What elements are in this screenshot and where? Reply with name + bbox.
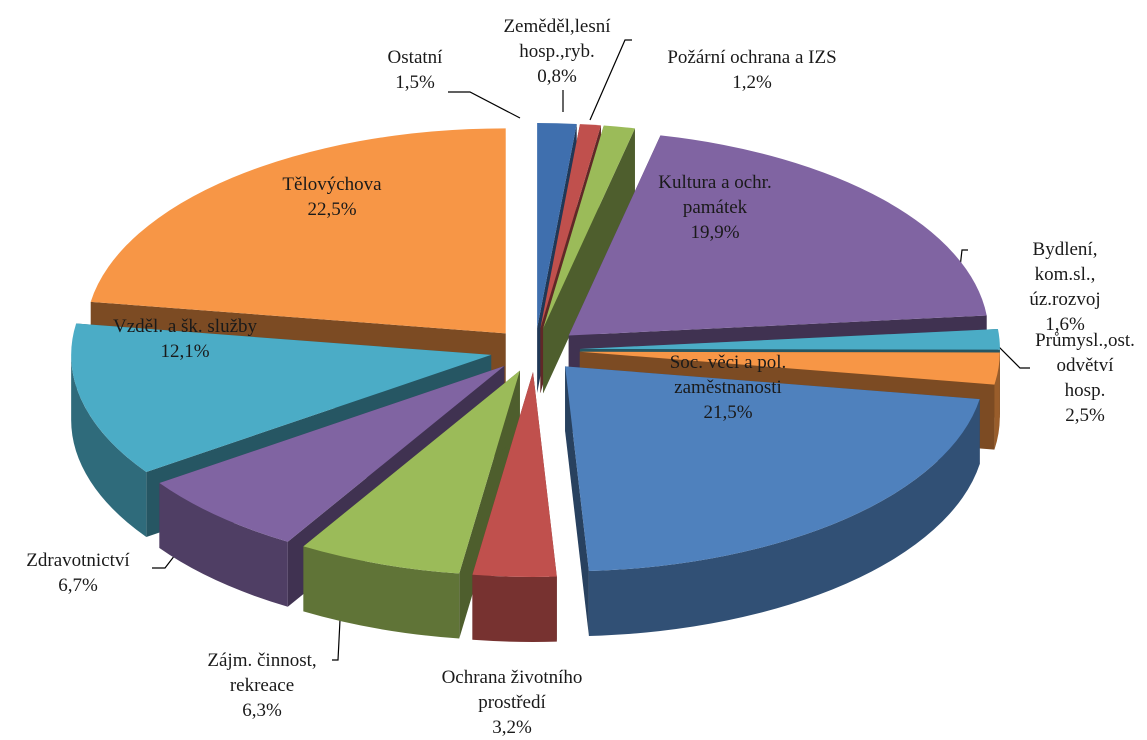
category-name: Zájm. činnost, rekreace [207, 650, 317, 696]
slice-wall [303, 546, 460, 639]
slice-label: Ostatní 1,5% [388, 45, 443, 95]
slice-top [537, 123, 577, 329]
value-label: 21,5% [703, 402, 753, 423]
slice-label: Tělovýchova 22,5% [282, 172, 381, 222]
slice-wall [159, 483, 288, 607]
slice [565, 366, 980, 636]
slice-top [540, 124, 601, 329]
slice-top [303, 370, 520, 574]
slice-label: Bydlení, kom.sl., úz.rozvoj 1,6% [1024, 237, 1106, 337]
category-name: Průmysl.,ost. odvětví hosp. [1035, 330, 1135, 401]
value-label: 2,5% [1065, 405, 1105, 426]
slice-wall [994, 352, 1000, 450]
category-name: Ostatní [387, 47, 443, 68]
leader-line [152, 554, 176, 569]
slice-label: Ochrana životního prostředí 3,2% [442, 665, 583, 740]
slice-top [159, 366, 505, 542]
category-name: Soc. věci a pol. zaměstnanosti [669, 352, 787, 398]
slice-top [543, 125, 635, 329]
category-name: Vzděl. a šk. služby [112, 316, 258, 337]
slice [472, 371, 557, 642]
slice-wall [472, 574, 557, 642]
category-name: Kultura a ochr. památek [658, 172, 772, 218]
slice-label: Zdravotnictví 6,7% [26, 548, 129, 598]
slice-label: Zeměděl,lesní hosp.,ryb. 0,8% [503, 14, 610, 89]
slice-label: Kultura a ochr. památek 19,9% [658, 170, 771, 245]
slice-top [568, 135, 987, 336]
value-label: 6,7% [58, 575, 98, 596]
leader-line [448, 91, 521, 119]
slice-label: Požární ochrana a IZS 1,2% [667, 45, 836, 95]
category-name: Zeměděl,lesní hosp.,ryb. [503, 16, 611, 62]
slice-top [472, 371, 557, 577]
value-label: 1,6% [1045, 314, 1085, 335]
leader-line [589, 39, 632, 121]
value-label: 19,9% [690, 222, 740, 243]
slice-side [543, 128, 635, 394]
slice-side [565, 366, 589, 636]
slice-top [579, 328, 1000, 350]
slice-label: Průmysl.,ost. odvětví hosp. 2,5% [1035, 328, 1135, 428]
slice [303, 370, 520, 639]
category-name: Ochrana životního prostředí [441, 667, 583, 713]
value-label: 1,2% [732, 72, 772, 93]
leader-lines [152, 39, 1030, 661]
category-name: Tělovýchova [282, 174, 382, 195]
slice-top [565, 366, 980, 571]
slice-label: Soc. věci a pol. zaměstnanosti 21,5% [670, 350, 787, 425]
value-label: 6,3% [242, 700, 282, 721]
slice-label: Vzděl. a šk. služby 12,1% [113, 314, 257, 364]
slice-top [71, 323, 492, 472]
slice-label: Zájm. činnost, rekreace 6,3% [207, 648, 316, 723]
value-label: 0,8% [537, 66, 577, 87]
slice [543, 125, 635, 394]
slice-wall [71, 354, 147, 537]
category-name: Požární ochrana a IZS [667, 47, 837, 68]
value-label: 3,2% [492, 717, 532, 738]
slice-top [90, 128, 506, 334]
value-label: 22,5% [307, 199, 357, 220]
slice-wall [588, 399, 980, 636]
leader-line [332, 619, 341, 661]
value-label: 1,5% [395, 72, 435, 93]
value-label: 12,1% [160, 341, 210, 362]
slices [71, 123, 1000, 642]
category-name: Zdravotnictví [26, 550, 130, 571]
slice-top [579, 351, 1000, 385]
category-name: Bydlení, kom.sl., úz.rozvoj [1029, 239, 1101, 310]
